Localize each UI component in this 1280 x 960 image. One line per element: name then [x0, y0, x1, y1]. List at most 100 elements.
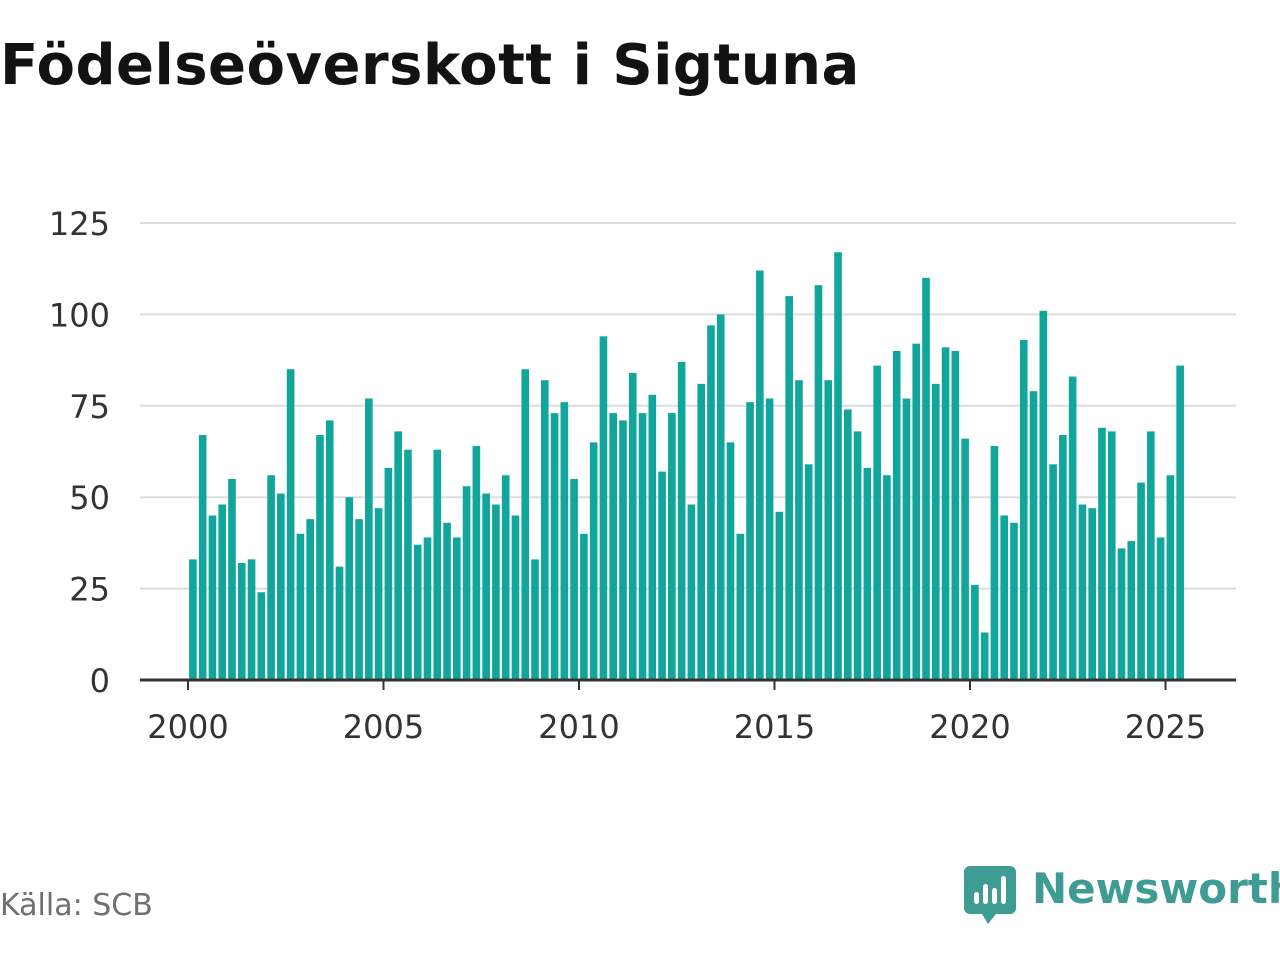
bar — [697, 383, 705, 680]
bar — [394, 431, 402, 680]
bar — [355, 519, 363, 680]
bar — [844, 409, 852, 680]
bar — [1049, 464, 1057, 680]
source-note: Källa: SCB — [0, 888, 153, 923]
bar — [1107, 431, 1116, 680]
bar — [325, 420, 334, 680]
bar — [883, 475, 891, 680]
bar — [1000, 515, 1009, 680]
bar — [1137, 482, 1145, 680]
bar — [677, 361, 686, 680]
bar — [912, 343, 921, 680]
bar — [267, 475, 275, 680]
bar — [384, 467, 393, 680]
bar — [462, 486, 471, 680]
bar — [1156, 537, 1165, 680]
bar — [365, 398, 373, 680]
bar — [433, 449, 442, 680]
bar — [296, 533, 305, 680]
bar — [1127, 541, 1136, 680]
bar — [902, 398, 911, 680]
bar — [511, 515, 520, 680]
brand-name: Newsworthy — [1032, 864, 1280, 913]
bar — [971, 584, 979, 680]
bar — [374, 508, 383, 680]
bar — [892, 350, 901, 680]
bar — [198, 435, 207, 680]
bar — [472, 446, 481, 680]
y-tick-label: 125 — [49, 205, 110, 243]
bar — [726, 442, 735, 680]
bar — [345, 497, 354, 680]
y-tick-label: 50 — [69, 479, 110, 517]
bar — [1010, 522, 1018, 680]
bar — [443, 522, 451, 680]
bar-series — [189, 252, 1184, 680]
bar — [335, 566, 344, 680]
bar — [658, 471, 666, 680]
bar — [1068, 376, 1077, 680]
bar — [931, 383, 940, 680]
bar — [990, 446, 999, 680]
x-axis-ticks: 2000 2005 2010 2015 2020 2025 — [147, 680, 1206, 746]
bar — [648, 394, 657, 680]
bar — [941, 347, 950, 680]
bar — [1088, 508, 1096, 680]
bar — [550, 413, 559, 680]
bar — [619, 420, 627, 680]
bar — [609, 413, 618, 680]
x-tick-label: 2020 — [929, 708, 1010, 746]
y-axis-ticks: 0 25 50 75 100 125 — [49, 205, 110, 700]
bar — [814, 285, 823, 680]
bar — [501, 475, 510, 680]
bar — [482, 493, 490, 680]
bar — [237, 563, 246, 680]
bar — [1098, 427, 1106, 680]
bar — [687, 504, 696, 680]
bar — [570, 478, 578, 680]
bar — [286, 369, 295, 680]
bar — [531, 559, 539, 680]
bar — [863, 467, 872, 680]
x-tick-label: 2000 — [147, 708, 228, 746]
y-tick-label: 0 — [90, 662, 110, 700]
bar — [1019, 339, 1028, 680]
bar — [961, 438, 969, 680]
x-tick-label: 2005 — [343, 708, 424, 746]
x-tick-label: 2015 — [734, 708, 815, 746]
bar — [873, 365, 881, 680]
bar — [599, 336, 608, 680]
bar — [951, 350, 960, 680]
bar — [628, 372, 637, 680]
x-tick-label: 2025 — [1125, 708, 1206, 746]
bar — [765, 398, 774, 680]
bar — [980, 632, 989, 680]
bar — [736, 533, 745, 680]
bar — [746, 402, 754, 680]
bar — [756, 270, 764, 680]
bar — [853, 431, 862, 680]
chart-title: Födelseöverskott i Sigtuna — [0, 33, 860, 98]
bar — [228, 478, 236, 680]
bar — [1059, 435, 1067, 680]
bar — [208, 515, 217, 680]
bar — [1147, 431, 1155, 680]
bar — [404, 449, 412, 680]
bar — [1078, 504, 1087, 680]
bar — [1166, 475, 1175, 680]
y-tick-label: 100 — [49, 296, 110, 334]
bar — [580, 533, 588, 680]
bar — [413, 544, 422, 680]
y-tick-label: 75 — [69, 388, 110, 426]
bar — [668, 413, 676, 680]
bar — [540, 380, 549, 680]
bar — [247, 559, 256, 680]
bar — [189, 559, 197, 680]
bar — [1029, 391, 1038, 680]
bar — [795, 380, 803, 680]
bar — [834, 252, 842, 680]
bar — [1117, 548, 1126, 680]
bar — [922, 277, 930, 680]
bar — [638, 413, 647, 680]
